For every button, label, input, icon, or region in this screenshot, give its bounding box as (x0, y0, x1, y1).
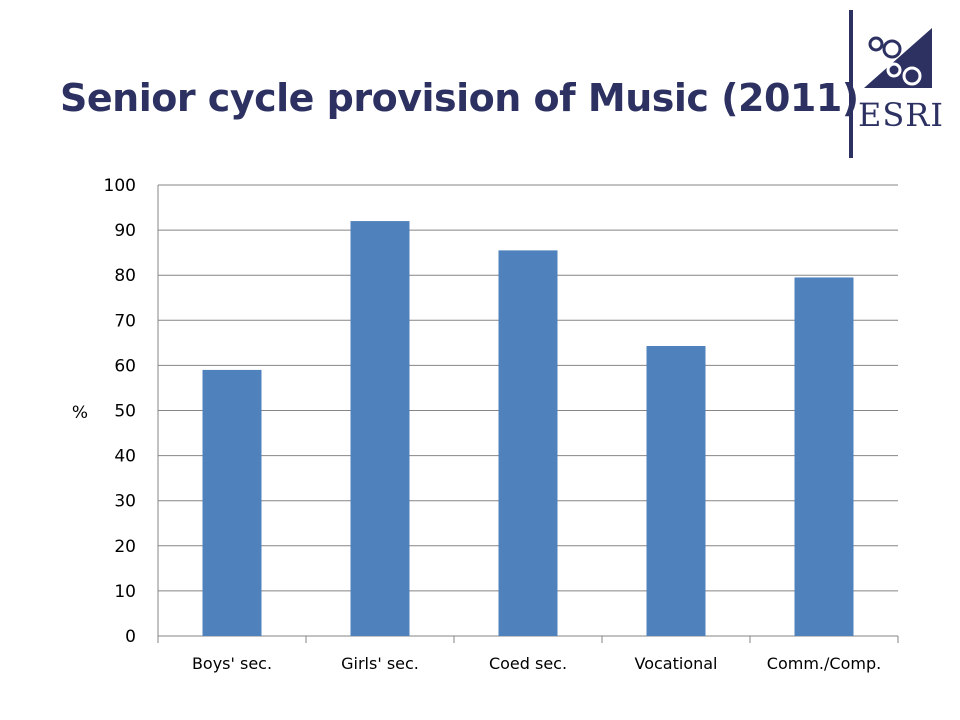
slide-title: Senior cycle provision of Music (2011) (60, 76, 859, 120)
bar (498, 250, 558, 636)
y-tick-label: 40 (114, 447, 136, 467)
y-tick-label: 60 (114, 356, 136, 376)
y-tick-label: 20 (114, 537, 136, 557)
x-tick-label: Girls' sec. (341, 654, 419, 673)
y-tick-label: 50 (114, 402, 136, 422)
logo-circle-1 (868, 36, 884, 52)
logo-text: ESRI (858, 96, 945, 134)
y-tick-label: 80 (114, 266, 136, 286)
y-tick-label: 30 (114, 492, 136, 512)
logo-circle-3 (886, 62, 902, 78)
y-tick-label: 70 (114, 311, 136, 331)
x-tick-label: Coed sec. (489, 654, 567, 673)
y-tick-label: 10 (114, 582, 136, 602)
bar (350, 221, 410, 636)
y-tick-label: 90 (114, 221, 136, 241)
logo-circle-4 (902, 66, 922, 86)
x-tick-label: Comm./Comp. (767, 654, 881, 673)
bar (646, 346, 706, 636)
esri-logo (849, 10, 932, 158)
y-tick-label: 100 (104, 176, 136, 196)
y-axis-label: % (72, 403, 88, 423)
logo-circle-2 (882, 39, 902, 59)
bar (202, 369, 262, 636)
y-tick-label: 0 (125, 627, 136, 647)
x-tick-label: Vocational (635, 654, 718, 673)
bar (794, 277, 854, 636)
logo-triangle (864, 28, 932, 88)
x-tick-label: Boys' sec. (192, 654, 272, 673)
